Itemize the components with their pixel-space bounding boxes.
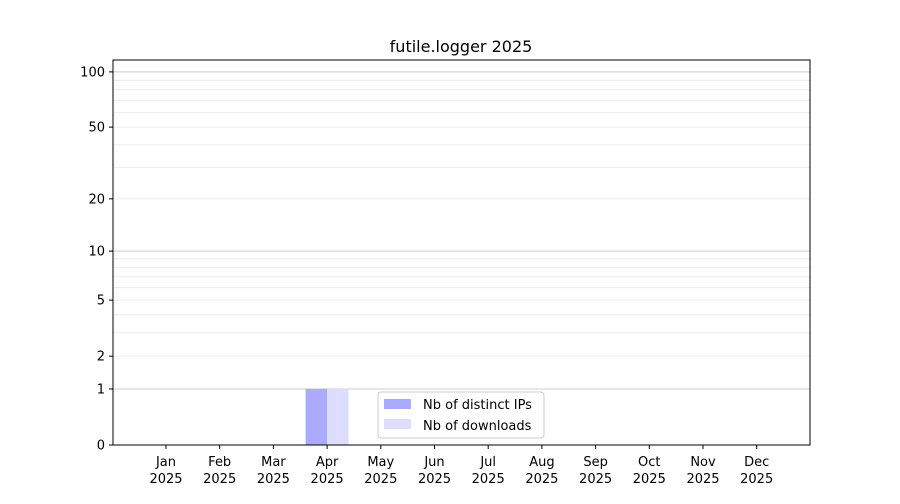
x-tick-label-month: Oct xyxy=(638,455,660,470)
y-tick-label: 1 xyxy=(97,382,105,397)
x-tick-label-year: 2025 xyxy=(203,472,236,487)
x-tick-label-year: 2025 xyxy=(418,472,451,487)
x-tick-label-year: 2025 xyxy=(525,472,558,487)
x-tick-label-month: May xyxy=(367,455,394,470)
y-tick-label: 100 xyxy=(80,65,105,80)
x-tick-label-year: 2025 xyxy=(686,472,719,487)
x-tick-label-year: 2025 xyxy=(257,472,290,487)
x-tick-label-month: Dec xyxy=(744,455,769,470)
x-tick-label-month: Feb xyxy=(208,455,231,470)
legend-swatch-downloads xyxy=(384,419,411,429)
x-tick-label-month: Sep xyxy=(583,455,608,470)
x-axis: Jan 2025 Feb 2025 Mar 2025 Apr 2025 May 2025 Jun 20… xyxy=(149,445,773,487)
y-tick-label: 50 xyxy=(88,121,105,136)
x-tick-label-month: Apr xyxy=(316,455,339,470)
legend-label-ips: Nb of distinct IPs xyxy=(423,398,532,413)
y-tick-label: 2 xyxy=(97,350,105,365)
y-tick-label: 5 xyxy=(97,294,105,309)
x-tick-label-year: 2025 xyxy=(472,472,505,487)
x-tick-label-year: 2025 xyxy=(740,472,773,487)
x-tick-label-year: 2025 xyxy=(633,472,666,487)
x-tick-label-month: Jan xyxy=(155,455,176,470)
x-tick-label-month: Mar xyxy=(261,455,286,470)
y-tick-label: 0 xyxy=(97,439,105,454)
x-tick-label-month: Aug xyxy=(529,455,554,470)
x-tick-label-year: 2025 xyxy=(311,472,344,487)
y-tick-label: 20 xyxy=(88,192,105,207)
y-tick-label: 10 xyxy=(88,245,105,260)
plot-frame xyxy=(112,59,811,446)
x-tick-label-year: 2025 xyxy=(364,472,397,487)
x-tick-label-month: Jun xyxy=(423,455,444,470)
legend-label-downloads: Nb of downloads xyxy=(423,419,532,434)
x-tick-label-month: Nov xyxy=(690,455,716,470)
bar-downloads xyxy=(327,388,349,445)
legend: Nb of distinct IPs Nb of downloads xyxy=(377,391,545,439)
chart-title: futile.logger 2025 xyxy=(390,37,533,56)
x-tick-label-year: 2025 xyxy=(579,472,612,487)
bar-distinct-ips xyxy=(305,388,328,445)
legend-swatch-ips xyxy=(384,399,411,409)
gridlines xyxy=(113,71,810,390)
y-axis: 0 1 2 5 10 20 50 100 xyxy=(80,65,113,454)
x-tick-label-month: Jul xyxy=(479,455,496,470)
x-tick-label-year: 2025 xyxy=(149,472,182,487)
bars xyxy=(305,388,349,445)
legend-box xyxy=(377,391,545,439)
